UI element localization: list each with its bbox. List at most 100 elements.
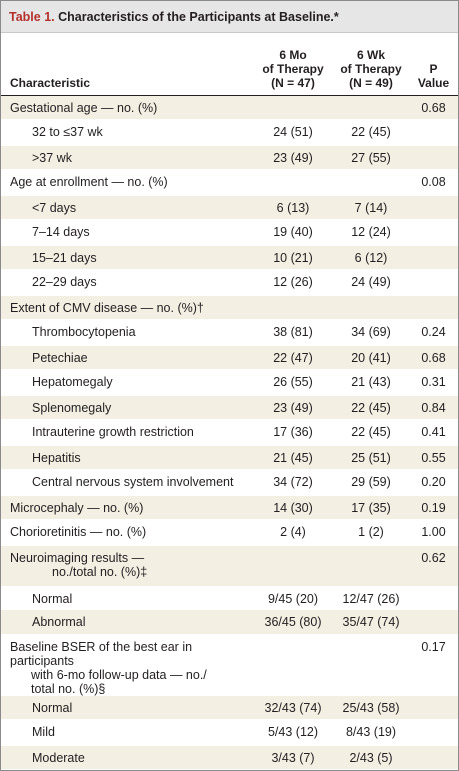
- table-row: Hepatitis 21 (45) 25 (51) 0.55: [1, 446, 458, 470]
- cell-6mo: [253, 546, 333, 586]
- table-title: Table 1. Characteristics of the Particip…: [1, 1, 458, 33]
- row-label: Hepatomegaly: [32, 375, 113, 389]
- cell-6mo: 10 (21): [273, 251, 313, 265]
- row-label: Age at enrollment — no. (%): [10, 175, 168, 189]
- header-characteristic: Characteristic: [10, 76, 91, 90]
- row-label: Intrauterine growth restriction: [32, 425, 194, 439]
- cell-p-value: 0.08: [421, 175, 446, 189]
- table-row: Gestational age — no. (%) 0.68: [1, 96, 458, 120]
- row-label: Baseline BSER of the best ear in partici…: [10, 640, 207, 696]
- table-title-text: Characteristics of the Participants at B…: [58, 9, 339, 24]
- cell-6mo: 12 (26): [273, 275, 313, 289]
- cell-6mo: 23 (49): [273, 151, 313, 165]
- header-6wk: 6 Wk of Therapy (N = 49): [340, 48, 402, 90]
- table-number: Table 1.: [9, 9, 55, 24]
- row-label: Normal: [32, 592, 73, 606]
- cell-p-value: 0.17: [421, 640, 446, 654]
- row-label: Gestational age — no. (%): [10, 101, 158, 115]
- cell-6wk: [333, 296, 409, 319]
- cell-6mo: 2 (4): [280, 525, 306, 539]
- row-label: <7 days: [32, 201, 77, 215]
- cell-6wk: 27 (55): [351, 151, 391, 165]
- cell-6wk: 17 (35): [351, 501, 391, 515]
- cell-p-value: [409, 220, 458, 245]
- table-row: Normal 9/45 (20) 12/47 (26): [1, 587, 458, 610]
- table-row: Hepatomegaly 26 (55) 21 (43) 0.31: [1, 370, 458, 396]
- cell-6mo: [253, 170, 333, 195]
- cell-6mo: 21 (45): [273, 451, 313, 465]
- table-row: Petechiae 22 (47) 20 (41) 0.68: [1, 346, 458, 370]
- row-label: Thrombocytopenia: [32, 325, 136, 339]
- cell-6wk: 22 (45): [351, 425, 391, 439]
- cell-6wk: 1 (2): [358, 525, 384, 539]
- cell-p-value: 0.62: [421, 551, 446, 565]
- cell-p-value: 0.55: [421, 451, 446, 465]
- cell-6mo: 32/43 (74): [264, 701, 322, 715]
- cell-p-value: [409, 246, 458, 269]
- cell-6wk: 35/47 (74): [342, 615, 400, 629]
- cell-p-value: [409, 196, 458, 219]
- row-label: Petechiae: [32, 351, 88, 365]
- row-label: 22–29 days: [32, 275, 97, 289]
- table-row: Moderate 3/43 (7) 2/43 (5): [1, 746, 458, 770]
- row-label: Hepatitis: [32, 451, 81, 465]
- cell-p-value: [409, 696, 458, 719]
- cell-6wk: 12 (24): [351, 225, 391, 239]
- header-6mo: 6 Mo of Therapy (N = 47): [262, 48, 324, 90]
- cell-6wk: 8/43 (19): [345, 725, 397, 739]
- cell-6wk: [333, 96, 409, 119]
- cell-6wk: 2/43 (5): [349, 751, 393, 765]
- cell-p-value: 0.20: [421, 475, 446, 489]
- table-row: Splenomegaly 23 (49) 22 (45) 0.84: [1, 396, 458, 420]
- cell-6wk: 12/47 (26): [342, 592, 400, 606]
- cell-p-value: [409, 610, 458, 634]
- row-label: 7–14 days: [32, 225, 90, 239]
- table-row: Microcephaly — no. (%) 14 (30) 17 (35) 0.19: [1, 496, 458, 520]
- cell-6mo: [253, 96, 333, 119]
- cell-6wk: 6 (12): [354, 251, 388, 265]
- cell-6mo: [253, 635, 333, 695]
- cell-p-value: 0.84: [421, 401, 446, 415]
- cell-p-value: 1.00: [421, 525, 446, 539]
- cell-6wk: 25/43 (58): [342, 701, 400, 715]
- table-row: Mild 5/43 (12) 8/43 (19): [1, 720, 458, 746]
- cell-6wk: 24 (49): [351, 275, 391, 289]
- row-label: Central nervous system involvement: [32, 475, 234, 489]
- cell-6mo: 23 (49): [273, 401, 313, 415]
- header-p-value: P Value: [417, 62, 450, 90]
- table-row: Abnormal 36/45 (80) 35/47 (74): [1, 610, 458, 635]
- table-row: 22–29 days 12 (26) 24 (49): [1, 270, 458, 296]
- cell-p-value: 0.68: [421, 351, 446, 365]
- cell-6mo: 17 (36): [273, 425, 313, 439]
- cell-6mo: 9/45 (20): [267, 592, 319, 606]
- cell-p-value: 0.31: [421, 375, 446, 389]
- cell-p-value: [409, 120, 458, 145]
- cell-6mo: [253, 296, 333, 319]
- table-row: 32 to ≤37 wk 24 (51) 22 (45): [1, 120, 458, 146]
- table-header: Characteristic 6 Mo of Therapy (N = 47) …: [1, 38, 458, 96]
- row-label: Moderate: [32, 751, 85, 765]
- cell-6mo: 5/43 (12): [267, 725, 319, 739]
- table-row: Thrombocytopenia 38 (81) 34 (69) 0.24: [1, 320, 458, 346]
- cell-p-value: [409, 296, 458, 319]
- table-row: Central nervous system involvement 34 (72…: [1, 470, 458, 496]
- cell-p-value: 0.24: [421, 325, 446, 339]
- cell-6mo: 14 (30): [273, 501, 313, 515]
- cell-6wk: 22 (45): [351, 401, 391, 415]
- cell-6wk: [333, 170, 409, 195]
- cell-6wk: 25 (51): [351, 451, 391, 465]
- cell-6wk: [333, 546, 409, 586]
- cell-6wk: 34 (69): [351, 325, 391, 339]
- cell-p-value: [409, 720, 458, 745]
- cell-6wk: 20 (41): [351, 351, 391, 365]
- table-row: Normal 32/43 (74) 25/43 (58): [1, 696, 458, 720]
- cell-p-value: [409, 746, 458, 769]
- cell-6mo: 6 (13): [276, 201, 310, 215]
- cell-6wk: 29 (59): [351, 475, 391, 489]
- table-row: 7–14 days 19 (40) 12 (24): [1, 220, 458, 246]
- table-row: Extent of CMV disease — no. (%)†: [1, 296, 458, 320]
- table-row: Intrauterine growth restriction 17 (36) 22…: [1, 420, 458, 446]
- cell-p-value: 0.19: [421, 501, 446, 515]
- table-row: >37 wk 23 (49) 27 (55): [1, 146, 458, 170]
